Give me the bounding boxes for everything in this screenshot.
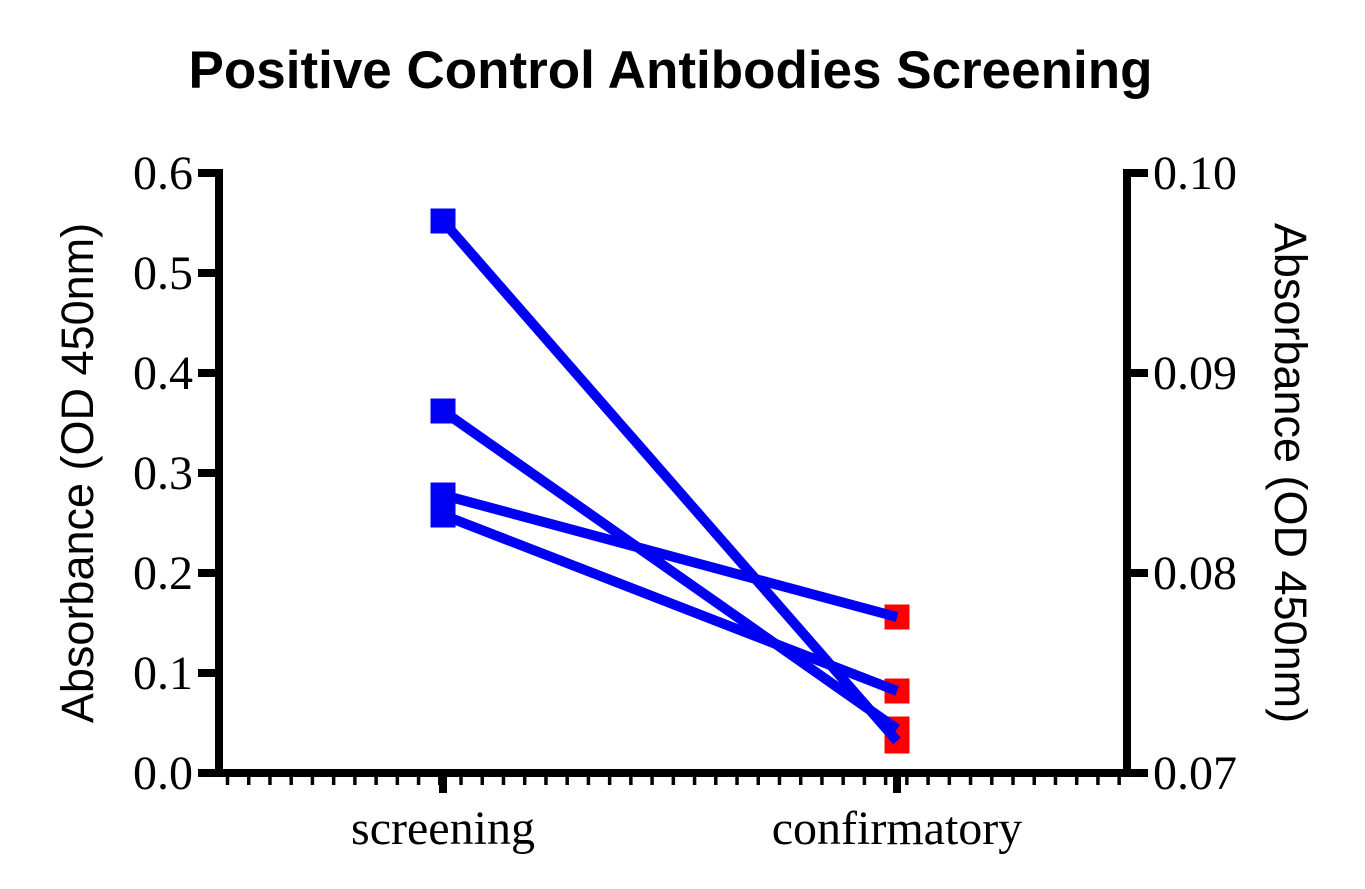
left-y-major-tick [198, 169, 215, 177]
x-minor-tick [1074, 777, 1079, 785]
left-y-tick-label: 0.4 [133, 347, 193, 400]
left-y-major-tick [198, 269, 215, 277]
left-y-major-tick [198, 769, 215, 777]
x-minor-tick [459, 777, 463, 785]
left-y-major-tick [198, 369, 215, 377]
right-y-tick-label: 0.09 [1153, 347, 1237, 400]
chart-title: Positive Control Antibodies Screening [188, 41, 1153, 100]
x-minor-tick [225, 777, 230, 785]
right-y-major-tick [1131, 569, 1148, 577]
x-minor-tick [714, 777, 718, 785]
x-minor-tick [629, 777, 633, 785]
x-minor-tick [968, 777, 973, 785]
left-y-major-tick [198, 569, 215, 577]
left-y-axis-line [215, 169, 223, 777]
x-major-tick [439, 769, 447, 793]
x-major-tick [893, 769, 901, 793]
right-y-tick-label: 0.07 [1153, 747, 1237, 800]
left-y-major-tick [198, 669, 215, 677]
x-minor-tick [1053, 777, 1058, 785]
x-minor-tick [650, 777, 654, 785]
x-minor-tick [947, 777, 952, 785]
x-category-label: confirmatory [772, 802, 1023, 855]
right-y-tick-label: 0.10 [1153, 147, 1237, 200]
x-minor-tick [671, 777, 676, 785]
x-minor-tick [565, 777, 569, 785]
x-minor-tick [1011, 777, 1015, 785]
right-y-major-tick [1131, 769, 1148, 777]
right-y-major-tick [1131, 369, 1148, 377]
left-y-tick-label: 0.1 [133, 647, 193, 700]
right-y-major-tick [1131, 169, 1148, 177]
x-minor-tick [820, 777, 824, 785]
x-minor-tick [1096, 777, 1100, 785]
x-minor-tick [1032, 777, 1036, 785]
x-minor-tick [331, 777, 336, 785]
x-minor-tick [374, 777, 378, 785]
pair-connector-line [440, 406, 900, 734]
x-minor-tick [353, 777, 357, 785]
data-point-screening [430, 398, 456, 424]
x-minor-tick [926, 777, 930, 785]
x-minor-tick [862, 777, 867, 785]
pair-connector-line [441, 490, 899, 622]
x-minor-tick [522, 777, 527, 785]
pair-connector-line [439, 217, 901, 745]
x-minor-tick [756, 777, 760, 785]
x-minor-tick [246, 777, 251, 785]
x-minor-tick [501, 777, 506, 785]
left-y-tick-label: 0.3 [133, 447, 193, 500]
x-minor-tick [883, 777, 888, 785]
x-minor-tick [416, 777, 421, 785]
right-y-tick-label: 0.08 [1153, 547, 1237, 600]
x-minor-tick [990, 777, 994, 785]
x-minor-tick [841, 777, 845, 785]
x-minor-tick [310, 777, 315, 785]
x-minor-tick [777, 777, 782, 785]
x-minor-tick [607, 777, 612, 785]
x-minor-tick [395, 777, 400, 785]
left-y-tick-label: 0.0 [133, 747, 193, 800]
x-category-label: screening [351, 802, 535, 855]
x-minor-tick [905, 777, 909, 785]
pair-connector-line [441, 510, 899, 696]
x-minor-tick [544, 777, 548, 785]
x-minor-tick [735, 777, 739, 785]
x-minor-tick [798, 777, 803, 785]
right-y-axis-line [1123, 169, 1131, 777]
left-y-tick-label: 0.2 [133, 547, 193, 600]
left-y-tick-label: 0.6 [133, 147, 193, 200]
x-minor-tick [692, 777, 697, 785]
x-minor-tick [1117, 777, 1121, 785]
x-minor-tick [586, 777, 591, 785]
x-minor-tick [289, 777, 293, 785]
x-axis-line [215, 769, 1131, 777]
left-y-tick-label: 0.5 [133, 247, 193, 300]
x-minor-tick [480, 777, 485, 785]
data-point-screening [430, 502, 456, 528]
left-y-major-tick [198, 469, 215, 477]
x-minor-tick [268, 777, 272, 785]
data-point-screening [430, 208, 456, 234]
